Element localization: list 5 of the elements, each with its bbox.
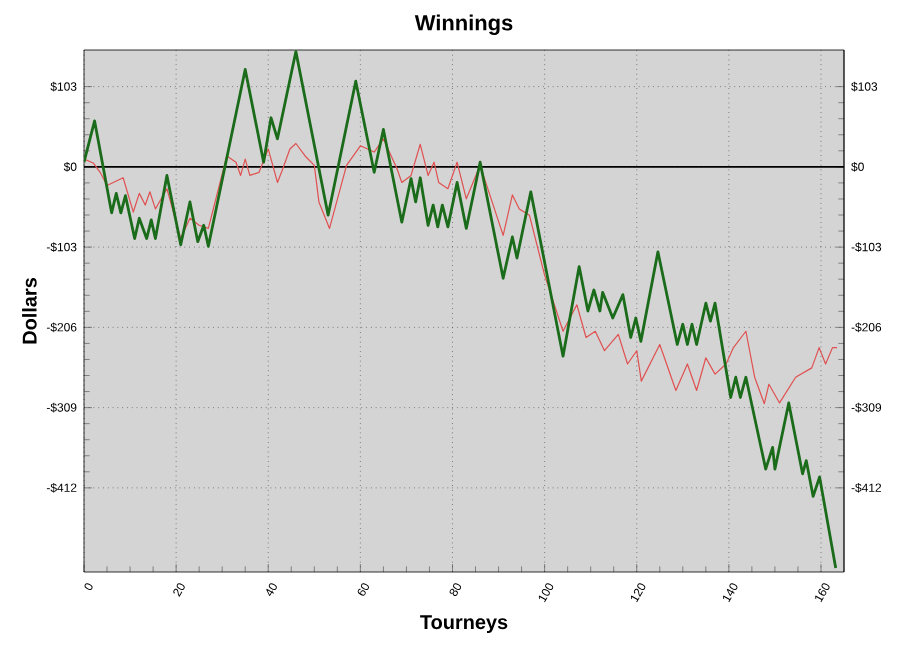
chart-title: Winnings <box>414 14 513 36</box>
line-series <box>84 138 838 405</box>
x-axis-title: Tourneys <box>420 615 508 634</box>
line-series <box>84 50 838 570</box>
y-axis-title: Dollars <box>22 278 37 344</box>
